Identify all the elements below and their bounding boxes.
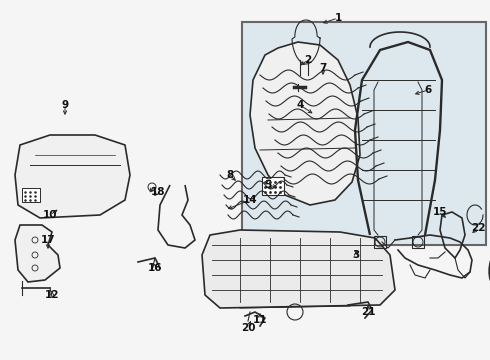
Bar (22, 188, 40, 202)
Text: 5: 5 (265, 180, 271, 190)
Text: 6: 6 (424, 85, 432, 95)
Bar (374, 236, 386, 248)
Text: 15: 15 (433, 207, 447, 217)
Text: 21: 21 (361, 307, 375, 317)
Text: 2: 2 (304, 55, 312, 65)
Bar (262, 177, 284, 195)
Bar (412, 236, 424, 248)
Text: 12: 12 (45, 290, 59, 300)
Text: 8: 8 (226, 170, 234, 180)
Text: 11: 11 (253, 315, 267, 325)
Text: 22: 22 (471, 223, 485, 233)
Text: 4: 4 (296, 100, 304, 110)
Polygon shape (15, 225, 60, 282)
Polygon shape (250, 42, 360, 205)
Text: 1: 1 (334, 13, 342, 23)
Text: 20: 20 (241, 323, 255, 333)
Text: 17: 17 (41, 235, 55, 245)
Bar (242, 22, 486, 245)
Text: 14: 14 (243, 195, 257, 205)
Polygon shape (202, 230, 395, 308)
Polygon shape (15, 135, 130, 218)
Text: 10: 10 (43, 210, 57, 220)
Text: 16: 16 (148, 263, 162, 273)
Text: 3: 3 (352, 250, 360, 260)
Text: 18: 18 (151, 187, 165, 197)
Text: 7: 7 (319, 63, 327, 73)
Text: 9: 9 (61, 100, 69, 110)
